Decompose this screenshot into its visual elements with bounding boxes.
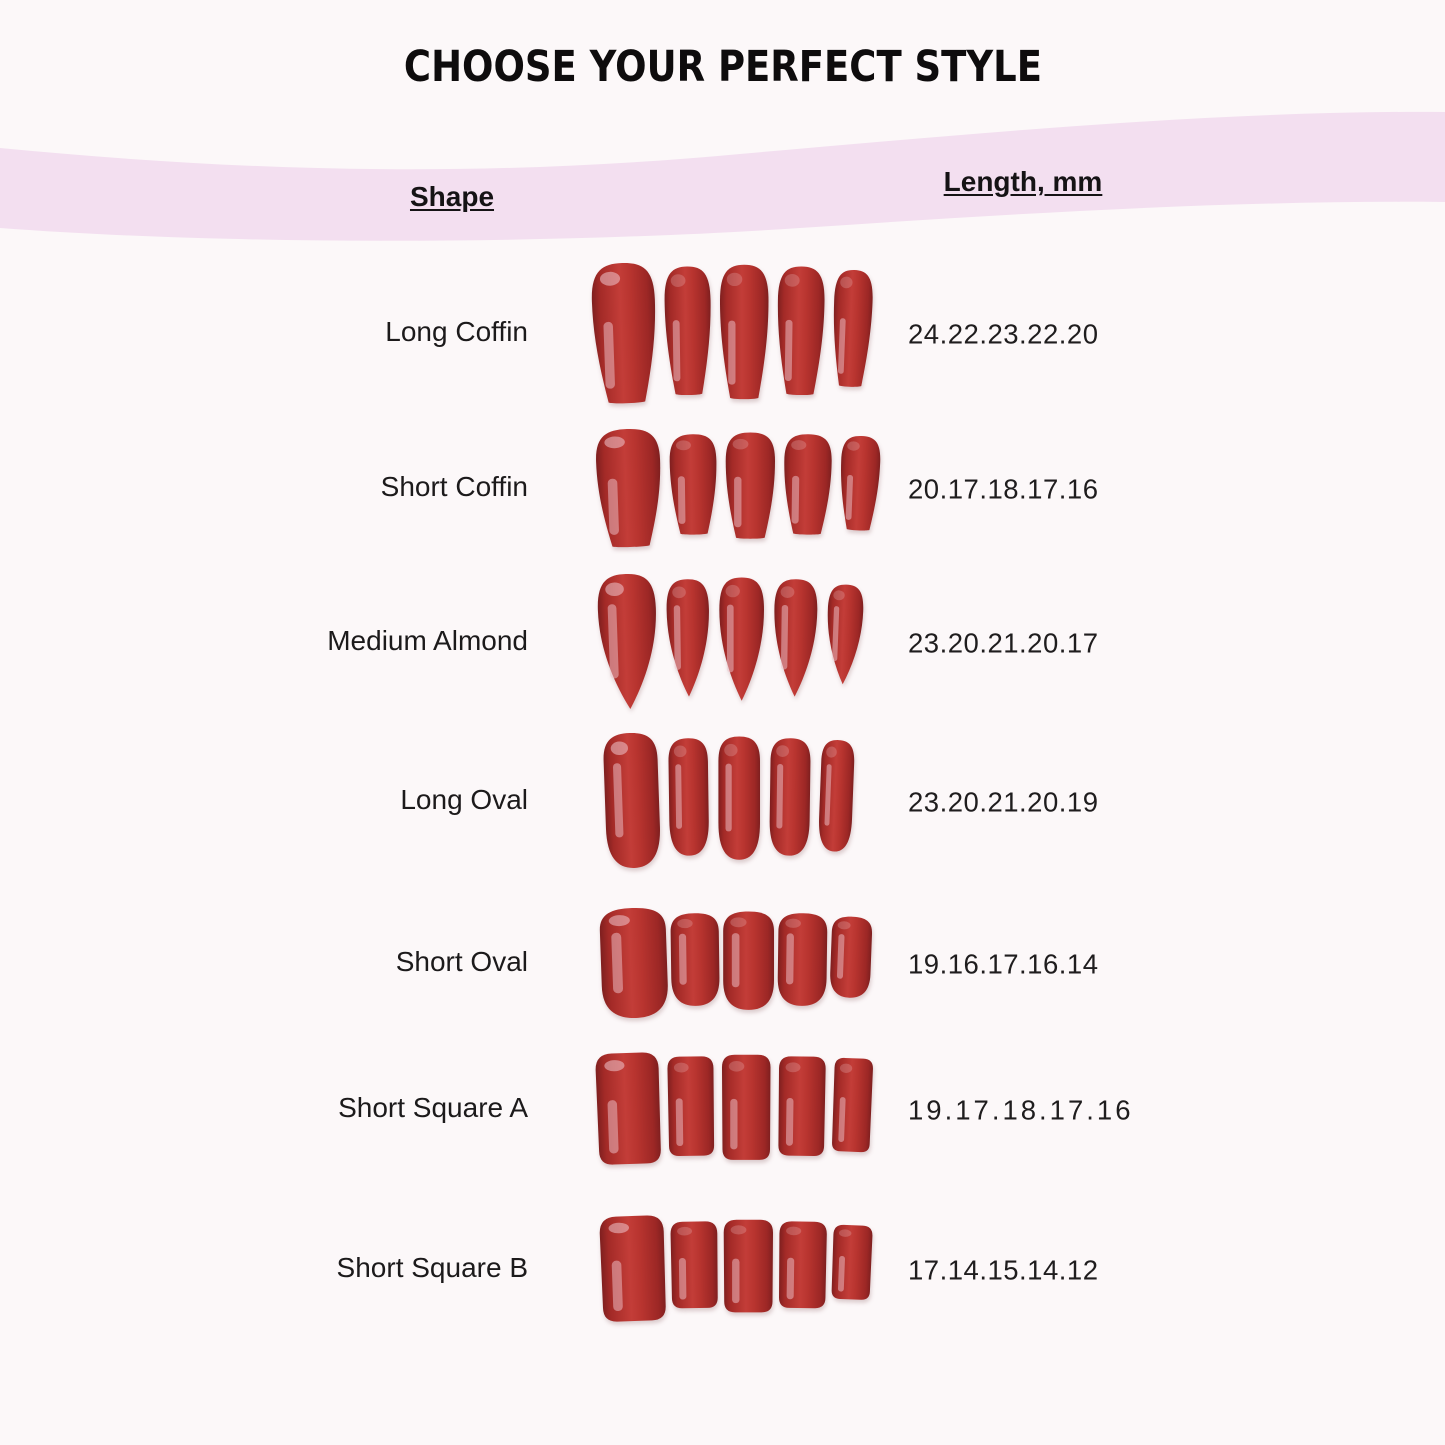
nail-set-photo — [592, 424, 885, 556]
style-row-short-square-a: Short Square A 19.17.18.17.16 — [0, 1052, 1445, 1165]
nail-set-photo — [600, 728, 858, 878]
nail-set-photo — [594, 569, 868, 719]
pink-ribbon-path — [0, 111, 1445, 241]
style-row-long-coffin: Long Coffin 24.22.23.22.20 — [0, 262, 1445, 404]
column-header-shape: Shape — [409, 181, 495, 212]
style-row-short-coffin: Short Coffin 20.17.18.17.16 — [0, 428, 1445, 548]
length-values: 24.22.23.22.20 — [908, 318, 1099, 350]
shape-label: Long Oval — [400, 783, 528, 815]
length-values: 20.17.18.17.16 — [908, 473, 1099, 505]
length-values: 23.20.21.20.17 — [908, 627, 1099, 659]
style-row-short-square-b: Short Square B 17.14.15.14.12 — [0, 1215, 1445, 1322]
page-title: CHOOSE YOUR PERFECT STYLE — [403, 42, 1042, 92]
nail-set-photo — [596, 1211, 877, 1331]
pink-ribbon-banner — [0, 111, 1445, 241]
shape-label: Short Oval — [395, 946, 528, 977]
page-title-wrap: CHOOSE YOUR PERFECT STYLE — [0, 42, 1445, 92]
shape-label: Medium Almond — [327, 624, 528, 656]
style-row-long-oval: Long Oval 23.20.21.20.19 — [0, 732, 1445, 868]
nail-set-photo — [592, 1048, 877, 1174]
shape-label: Short Square B — [336, 1251, 528, 1283]
style-row-medium-almond: Medium Almond 23.20.21.20.17 — [0, 573, 1445, 709]
column-header-length: Length, mm — [943, 166, 1103, 197]
length-values: 19.16.17.16.14 — [908, 948, 1099, 980]
length-values: 23.20.21.20.19 — [908, 786, 1099, 818]
style-row-short-oval: Short Oval 19.16.17.16.14 — [0, 907, 1445, 1018]
shape-label: Short Coffin — [380, 470, 528, 502]
length-values: 17.14.15.14.12 — [908, 1254, 1099, 1286]
shape-label: Short Square A — [338, 1091, 528, 1123]
shape-label: Long Coffin — [385, 315, 528, 347]
nail-set-photo — [596, 903, 877, 1028]
nail-set-photo — [588, 258, 877, 412]
length-values: 19.17.18.17.16 — [908, 1094, 1134, 1126]
